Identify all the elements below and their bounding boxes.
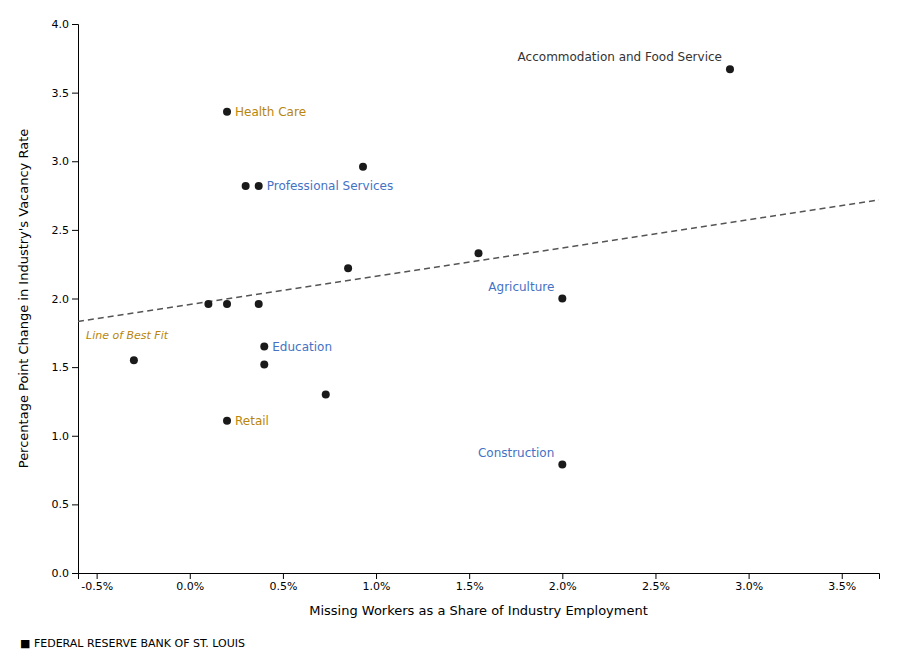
point-label: Agriculture: [488, 280, 554, 294]
point: [359, 163, 367, 171]
tick-mark: [72, 161, 78, 162]
tick: 0.5%: [269, 573, 297, 593]
y-axis: 0.0 0.5 1.0 1.5 2.0 2.5 3.0 3.5 4.0: [52, 18, 79, 580]
point: [344, 264, 352, 272]
tick-label: 3.0: [52, 155, 70, 168]
point: [322, 391, 330, 399]
point-label: Construction: [478, 446, 554, 460]
tick-label: 2.0: [52, 293, 70, 306]
tick: 2.5: [52, 224, 79, 237]
point-label: Health Care: [235, 105, 306, 119]
tick-label: 2.5%: [642, 580, 670, 593]
tick-label: 0.0: [52, 567, 70, 580]
tick-label: 4.0: [52, 18, 70, 31]
tick-mark: [72, 93, 78, 94]
tick-mark: [72, 436, 78, 437]
tick-mark: [376, 573, 377, 579]
footer: ■ FEDERAL RESERVE BANK OF ST. LOUIS: [20, 637, 245, 650]
point: [223, 417, 231, 425]
tick-label: 3.0%: [735, 580, 763, 593]
trendline: [78, 200, 879, 321]
tick-mark: [749, 573, 750, 579]
tick: 0.0: [52, 567, 79, 580]
point-label: Accommodation and Food Service: [518, 50, 722, 64]
tick: 0.5: [52, 498, 79, 511]
tick-mark: [655, 573, 656, 579]
point: [223, 300, 231, 308]
point-label: Professional Services: [267, 179, 394, 193]
tick-label: 0.5: [52, 498, 70, 511]
marks: [78, 65, 879, 468]
tick-mark: [72, 230, 78, 231]
tick-label: -0.5%: [81, 580, 113, 593]
tick-label: 2.5: [52, 224, 70, 237]
point-label: Retail: [235, 414, 269, 428]
tick-label: 3.5%: [828, 580, 856, 593]
tick-mark: [190, 573, 191, 579]
tick: 3.5: [52, 87, 79, 100]
tick-mark: [562, 573, 563, 579]
point: [255, 300, 263, 308]
tick: 3.5%: [828, 573, 856, 593]
point: [223, 108, 231, 116]
tick-mark: [72, 573, 78, 574]
tick: 2.5%: [642, 573, 670, 593]
chart: -0.5% 0.0% 0.5% 1.0% 1.5% 2.0% 2.5% 3.0% 3.5% 0.0…: [0, 0, 909, 659]
tick-label: 1.5%: [456, 580, 484, 593]
point: [558, 295, 566, 303]
tick: 3.0: [52, 155, 79, 168]
tick: 1.5: [52, 361, 79, 374]
tick-label: 0.0%: [176, 580, 204, 593]
point-label: Education: [272, 340, 332, 354]
tick-mark: [283, 573, 284, 579]
point: [260, 343, 268, 351]
tick-mark: [97, 573, 98, 579]
tick: 1.0%: [363, 573, 391, 593]
point: [242, 182, 250, 190]
y-axis-title: Percentage Point Change in Industry's Va…: [16, 129, 31, 469]
tick: 0.0%: [176, 573, 204, 593]
labels: Line of Best Fit Health Care Retail Profess…: [86, 50, 722, 459]
tick-label: 0.5%: [269, 580, 297, 593]
point: [204, 300, 212, 308]
point: [726, 65, 734, 73]
tick-label: 1.0%: [363, 580, 391, 593]
trendline-label: Line of Best Fit: [86, 329, 169, 342]
tick-label: 1.0: [52, 430, 70, 443]
point: [130, 356, 138, 364]
point: [260, 360, 268, 368]
tick: 2.0%: [549, 573, 577, 593]
tick-label: 2.0%: [549, 580, 577, 593]
tick: 2.0: [52, 293, 79, 306]
tick: 3.0%: [735, 573, 763, 593]
tick-mark: [72, 367, 78, 368]
x-axis: -0.5% 0.0% 0.5% 1.0% 1.5% 2.0% 2.5% 3.0% 3.5%: [79, 573, 880, 593]
x-axis-title: Missing Workers as a Share of Industry E…: [309, 603, 648, 618]
tick: 1.5%: [456, 573, 484, 593]
tick: -0.5%: [81, 573, 113, 593]
tick-label: 1.5: [52, 361, 70, 374]
tick: 1.0: [52, 430, 79, 443]
tick-mark: [72, 299, 78, 300]
axis-line: [79, 574, 880, 580]
tick-mark: [842, 573, 843, 579]
tick-label: 3.5: [52, 87, 70, 100]
tick-mark: [469, 573, 470, 579]
tick-mark: [72, 504, 78, 505]
tick: 4.0: [52, 18, 79, 31]
axis-line: [72, 25, 79, 574]
point: [558, 461, 566, 469]
point: [255, 182, 263, 190]
tick-mark: [72, 24, 78, 25]
point: [475, 249, 483, 257]
